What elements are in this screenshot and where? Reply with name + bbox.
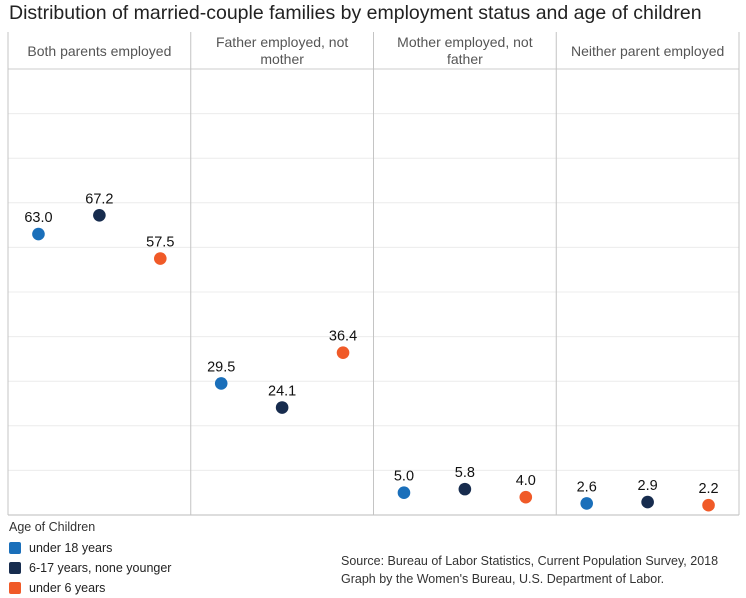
data-label: 24.1 — [268, 384, 296, 400]
data-label: 57.5 — [146, 235, 174, 251]
data-label: 5.8 — [455, 465, 475, 481]
data-point — [397, 486, 411, 500]
panel-title: Neither parent employed — [571, 43, 724, 59]
legend-title: Age of Children — [9, 520, 96, 534]
data-label: 67.2 — [85, 191, 113, 207]
legend-swatch-under-6 — [9, 582, 21, 594]
data-point — [275, 401, 289, 414]
legend-swatch-6-17 — [9, 562, 21, 574]
data-label: 2.2 — [698, 481, 718, 497]
legend: Age of Children under 18 years 6-17 year… — [9, 520, 171, 598]
legend-item-under-6: under 6 years — [9, 578, 171, 598]
panel-title: Mother employed, not — [397, 34, 533, 50]
data-label: 36.4 — [329, 329, 357, 345]
data-label: 5.0 — [394, 469, 414, 485]
data-point — [336, 346, 350, 359]
data-point — [458, 482, 472, 496]
data-point — [153, 252, 167, 265]
source-line: Source: Bureau of Labor Statistics, Curr… — [341, 554, 719, 568]
legend-swatch-under-18 — [9, 542, 21, 554]
chart-plot: Both parents employed 63.0 67.2 57.5 Father … — [7, 32, 740, 516]
data-point — [214, 377, 228, 390]
data-label: 2.6 — [577, 479, 597, 495]
panel-title: father — [447, 51, 483, 67]
source-note: Source: Bureau of Labor Statistics, Curr… — [341, 552, 718, 588]
credit-line: Graph by the Women's Bureau, U.S. Depart… — [341, 572, 665, 586]
data-label: 29.5 — [207, 359, 235, 375]
data-label: 63.0 — [24, 210, 52, 226]
legend-item-under-18: under 18 years — [9, 538, 171, 558]
panel-title: Father employed, not — [216, 34, 348, 50]
panel-title: Both parents employed — [27, 43, 171, 59]
data-point — [93, 208, 106, 222]
chart-title: Distribution of married-couple families … — [9, 2, 702, 24]
data-point — [519, 490, 533, 504]
data-point — [641, 495, 654, 509]
data-point — [32, 227, 45, 241]
data-label: 4.0 — [516, 473, 536, 489]
legend-label-6-17: 6-17 years, none younger — [29, 561, 172, 575]
data-point — [702, 498, 715, 512]
legend-item-6-17: 6-17 years, none younger — [9, 558, 171, 578]
data-label: 2.9 — [638, 478, 658, 494]
legend-label-under-6: under 6 years — [29, 581, 106, 595]
data-point — [580, 497, 594, 510]
legend-label-under-18: under 18 years — [29, 541, 113, 555]
panel-title: mother — [260, 51, 304, 67]
